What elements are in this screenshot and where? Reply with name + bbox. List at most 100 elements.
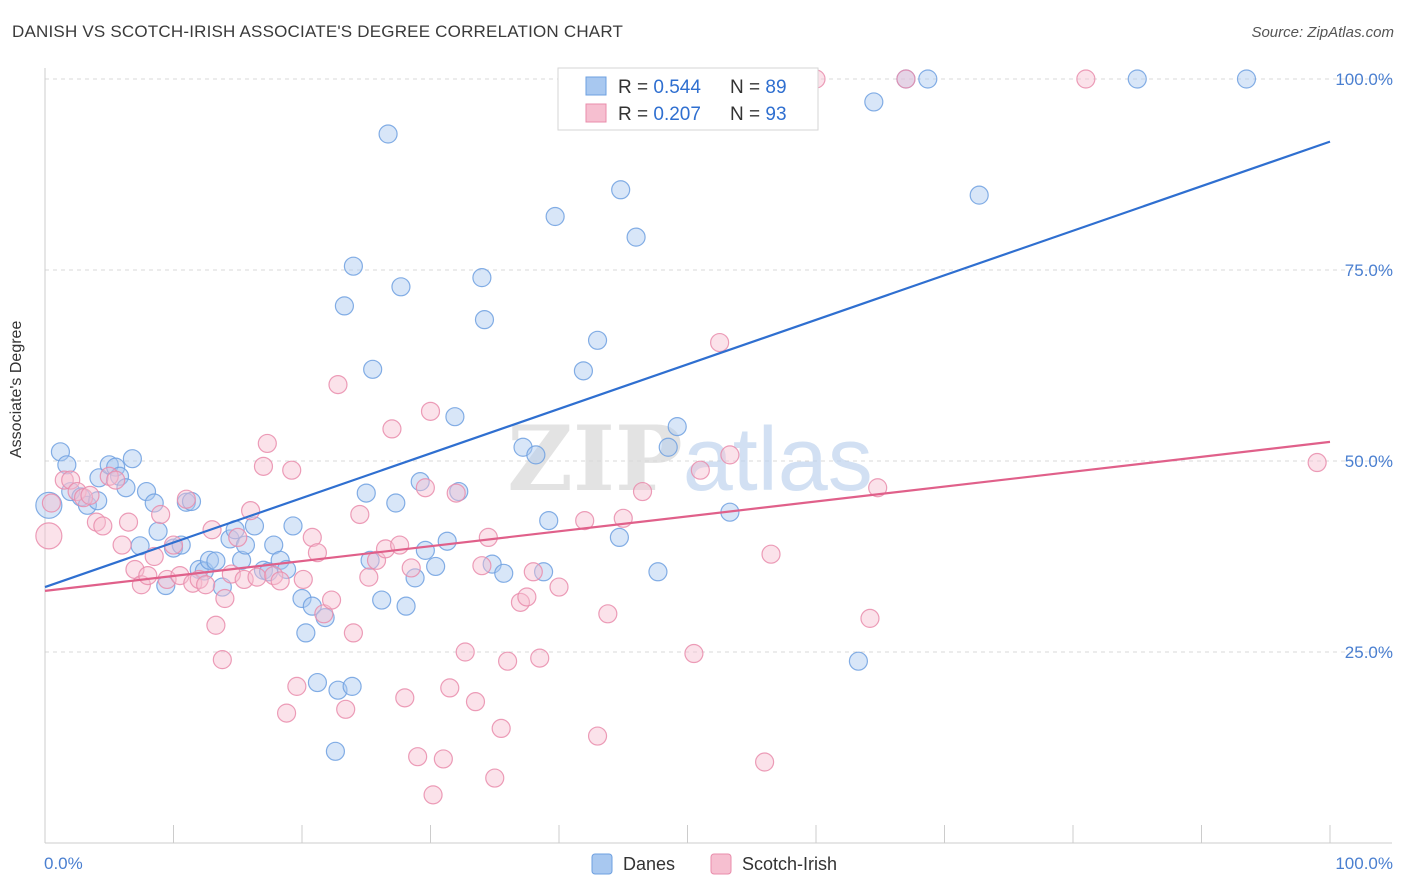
point-danes bbox=[328, 680, 348, 700]
point-scotch-irish bbox=[350, 504, 370, 525]
point-scotch-irish bbox=[293, 569, 313, 590]
point-scotch-irish bbox=[138, 565, 158, 586]
point-scotch-irish bbox=[720, 445, 740, 465]
point-danes bbox=[1236, 69, 1257, 89]
svg-text:R = 0.544 N = 89: R = 0.544 N = 89 bbox=[618, 77, 787, 98]
point-scotch-irish bbox=[302, 527, 322, 548]
legend-r-label-1: R = bbox=[618, 77, 653, 98]
y-tick-label-3: 100.0% bbox=[1335, 70, 1393, 89]
point-scotch-irish bbox=[530, 648, 550, 668]
point-scotch-irish bbox=[423, 785, 443, 805]
point-scotch-irish bbox=[472, 556, 492, 576]
legend-r-value-1: 0.544 bbox=[653, 77, 701, 98]
point-danes bbox=[302, 596, 322, 616]
point-scotch-irish bbox=[498, 651, 518, 671]
point-danes bbox=[363, 359, 383, 379]
point-scotch-irish bbox=[455, 642, 475, 662]
point-danes bbox=[372, 590, 392, 610]
legend-n-value-1: 89 bbox=[765, 77, 786, 98]
point-scotch-irish bbox=[343, 623, 363, 643]
point-danes bbox=[415, 540, 435, 560]
point-danes bbox=[109, 466, 130, 486]
point-scotch-irish bbox=[189, 569, 209, 590]
point-scotch-irish bbox=[307, 543, 328, 563]
point-danes bbox=[235, 535, 256, 555]
bottom-legend-danes: Danes bbox=[623, 854, 675, 874]
point-danes bbox=[539, 510, 559, 531]
legend-r-label-2: R = bbox=[618, 104, 653, 125]
trend-line-scotch-irish bbox=[44, 440, 1331, 592]
point-danes bbox=[122, 449, 142, 469]
point-danes bbox=[648, 562, 668, 582]
point-scotch-irish bbox=[860, 608, 880, 628]
point-scotch-irish bbox=[282, 460, 302, 480]
point-scotch-irish bbox=[395, 688, 415, 708]
svg-text:R = 0.207 N = 93: R = 0.207 N = 93 bbox=[618, 104, 787, 125]
point-scotch-irish bbox=[253, 456, 274, 476]
point-danes bbox=[864, 92, 884, 112]
chart-title: DANISH VS SCOTCH-IRISH ASSOCIATE'S DEGRE… bbox=[12, 22, 624, 41]
point-danes bbox=[474, 310, 495, 330]
point-danes bbox=[342, 676, 362, 696]
point-danes bbox=[410, 472, 430, 492]
point-scotch-irish bbox=[247, 567, 267, 587]
point-danes bbox=[609, 527, 629, 548]
point-scotch-irish bbox=[264, 565, 284, 586]
point-scotch-irish bbox=[257, 433, 277, 454]
point-danes bbox=[212, 577, 232, 597]
legend-swatch-danes bbox=[585, 76, 607, 96]
bottom-legend-scotch-irish: Scotch-Irish bbox=[742, 854, 837, 874]
point-scotch-irish bbox=[151, 504, 171, 525]
point-danes bbox=[1127, 69, 1147, 89]
point-danes bbox=[232, 550, 252, 570]
point-danes bbox=[848, 651, 869, 671]
point-danes bbox=[533, 562, 554, 582]
point-scotch-irish bbox=[446, 483, 466, 503]
point-scotch-irish bbox=[328, 375, 348, 395]
point-danes bbox=[626, 227, 646, 247]
point-scotch-irish bbox=[690, 460, 710, 480]
point-scotch-irish bbox=[868, 478, 888, 498]
point-scotch-irish bbox=[517, 587, 537, 607]
point-scotch-irish bbox=[465, 692, 486, 712]
point-danes bbox=[386, 493, 406, 513]
point-scotch-irish bbox=[523, 562, 543, 582]
point-danes bbox=[426, 556, 446, 577]
point-danes bbox=[144, 493, 164, 513]
y-tick-label-2: 75.0% bbox=[1345, 261, 1393, 280]
point-scotch-irish bbox=[598, 604, 618, 624]
legend-n-label-1: N = bbox=[730, 77, 765, 98]
point-danes bbox=[667, 417, 687, 437]
point-scotch-irish bbox=[375, 539, 396, 559]
point-danes bbox=[334, 296, 355, 316]
source-label: Source: ZipAtlas.com bbox=[1251, 24, 1394, 41]
point-danes bbox=[587, 330, 608, 350]
legend-n-label-2: N = bbox=[730, 104, 765, 125]
point-danes bbox=[437, 531, 457, 551]
point-scotch-irish bbox=[382, 419, 402, 439]
point-scotch-irish bbox=[176, 489, 196, 509]
point-scotch-irish bbox=[408, 747, 428, 767]
point-scotch-irish bbox=[510, 592, 531, 612]
point-danes bbox=[244, 516, 265, 536]
point-danes bbox=[292, 588, 312, 609]
point-scotch-irish bbox=[54, 470, 74, 490]
point-danes bbox=[918, 69, 938, 89]
point-scotch-irish bbox=[896, 69, 916, 89]
point-danes bbox=[360, 550, 380, 570]
point-scotch-irish bbox=[433, 749, 453, 769]
point-scotch-irish bbox=[80, 485, 100, 505]
bottom-legend: Danes Scotch-Irish bbox=[591, 853, 837, 875]
point-scotch-irish bbox=[144, 546, 164, 567]
point-danes bbox=[494, 563, 514, 583]
y-tick-label-1: 50.0% bbox=[1345, 452, 1393, 471]
legend-swatch-scotch-irish bbox=[585, 103, 607, 123]
trend-line-danes bbox=[44, 140, 1331, 589]
point-scotch-irish bbox=[710, 332, 730, 353]
point-danes bbox=[378, 124, 398, 144]
point-danes bbox=[116, 478, 136, 498]
point-scotch-irish bbox=[93, 516, 113, 536]
point-scotch-irish bbox=[212, 650, 232, 670]
point-scotch-irish bbox=[761, 544, 781, 564]
data-points bbox=[35, 69, 1327, 805]
